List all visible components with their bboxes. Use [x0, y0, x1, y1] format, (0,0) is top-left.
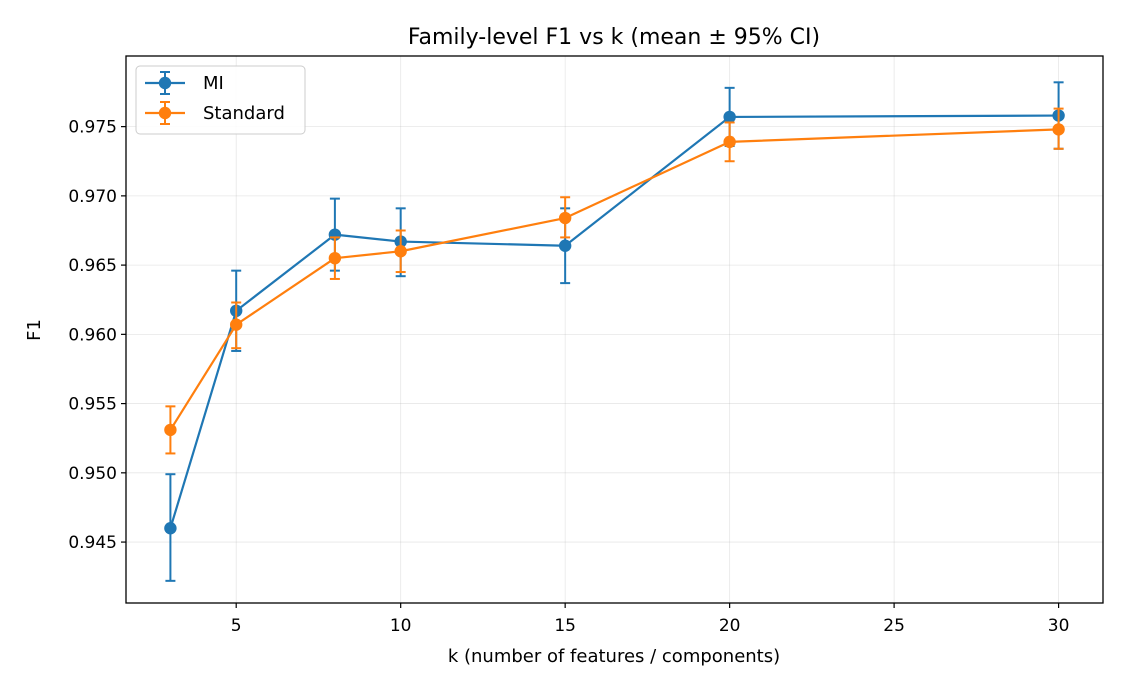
x-tick-label: 10 [390, 616, 412, 636]
x-tick-label: 5 [231, 616, 242, 636]
legend-label-standard: Standard [203, 103, 285, 124]
x-axis-label: k (number of features / components) [448, 646, 780, 667]
legend-item-standard: Standard [145, 101, 285, 125]
y-tick-label: 0.970 [68, 187, 117, 207]
series-line-standard [169, 128, 1059, 431]
y-tick-label: 0.975 [68, 118, 117, 138]
y-tick-label: 0.960 [68, 325, 117, 345]
chart-title: Family-level F1 vs k (mean ± 95% CI) [408, 25, 820, 50]
grid-lines [126, 56, 1103, 603]
data-point-standard [558, 211, 572, 225]
legend-marker-standard [158, 106, 172, 120]
data-point-mi [558, 239, 572, 252]
data-point-mi [723, 110, 736, 124]
y-tick-label: 0.955 [68, 395, 117, 415]
legend-label-mi: MI [203, 73, 224, 94]
series-mi [164, 81, 1065, 582]
series-layer [164, 81, 1065, 582]
data-point-standard [230, 318, 243, 331]
x-tick-label: 20 [719, 616, 741, 636]
y-tick-label: 0.965 [68, 256, 117, 276]
x-tick-label: 15 [554, 616, 576, 636]
data-point-mi [164, 522, 177, 535]
axis-ticks: 5 10 15 20 25 30 0.945 0.950 0.955 0.960 0.965 0.97… [68, 118, 1069, 636]
legend-item-mi: MI [145, 71, 224, 95]
legend: MI Standard [135, 65, 306, 135]
plot-frame [125, 55, 1104, 604]
data-point-standard [394, 245, 407, 258]
series-standard [164, 107, 1065, 455]
y-tick-label: 0.950 [68, 464, 117, 484]
x-tick-label: 30 [1048, 616, 1070, 636]
data-point-standard [328, 251, 342, 265]
data-point-standard [723, 135, 736, 149]
series-line-mi [169, 114, 1059, 529]
data-point-standard [164, 423, 177, 437]
y-axis-label: F1 [24, 319, 45, 341]
legend-marker-mi [158, 76, 172, 90]
y-tick-label: 0.945 [68, 533, 117, 553]
data-point-standard [1052, 123, 1065, 136]
x-tick-label: 25 [883, 616, 905, 636]
